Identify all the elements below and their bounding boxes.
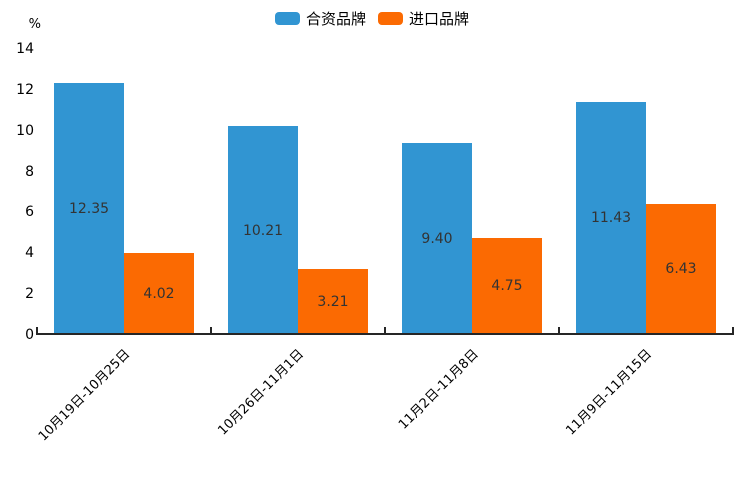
bar-value-label: 9.40 xyxy=(421,230,453,247)
x-axis-tick-mark xyxy=(384,327,386,335)
bar-进口品牌-0[interactable] xyxy=(124,252,194,335)
bar-value-label: 11.43 xyxy=(590,210,632,227)
y-tick-label: 12 xyxy=(16,81,34,98)
x-axis-tick-mark xyxy=(732,327,734,335)
bar-value-label: 10.21 xyxy=(242,222,284,239)
y-tick-label: 10 xyxy=(16,122,34,139)
bar-value-label: 4.75 xyxy=(491,278,523,295)
x-axis-tick-mark xyxy=(558,327,560,335)
legend-swatch-icon xyxy=(378,12,403,25)
bar-value-label: 3.21 xyxy=(317,294,349,311)
bar-进口品牌-3[interactable] xyxy=(646,203,716,335)
legend-label: 合资品牌 xyxy=(305,10,366,28)
bar-合资品牌-2[interactable] xyxy=(402,142,472,335)
bar-合资品牌-0[interactable] xyxy=(54,82,124,335)
y-tick-label: 4 xyxy=(25,245,34,262)
x-axis-tick-mark xyxy=(36,327,38,335)
legend-item-series-1[interactable]: 进口品牌 xyxy=(378,8,469,29)
y-tick-label: 2 xyxy=(25,286,34,303)
legend-item-series-0[interactable]: 合资品牌 xyxy=(274,8,366,29)
bar-进口品牌-2[interactable] xyxy=(472,237,542,335)
y-axis-unit-label: % xyxy=(28,17,41,32)
y-tick-label: 14 xyxy=(16,41,34,57)
chart-legend: 合资品牌 进口品牌 xyxy=(0,8,744,29)
x-tick-label: 11月9日-11月15日 xyxy=(563,346,656,439)
legend-swatch-icon xyxy=(274,12,300,25)
bar-合资品牌-1[interactable] xyxy=(228,126,298,335)
y-tick-label: 8 xyxy=(25,163,34,180)
bar-合资品牌-3[interactable] xyxy=(576,101,646,335)
bar-进口品牌-1[interactable] xyxy=(298,269,368,335)
x-tick-label: 10月26日-11月1日 xyxy=(215,346,308,439)
x-tick-label: 10月19日-10月25日 xyxy=(35,346,134,445)
x-tick-label: 11月2日-11月8日 xyxy=(395,346,482,433)
y-tick-label: 0 xyxy=(25,327,34,343)
legend-label: 进口品牌 xyxy=(409,10,470,28)
x-axis-tick-mark xyxy=(210,327,212,335)
bar-value-label: 6.43 xyxy=(665,261,697,278)
bar-value-label: 4.02 xyxy=(143,285,175,302)
bar-value-label: 12.35 xyxy=(68,200,110,217)
y-tick-label: 6 xyxy=(25,204,34,221)
